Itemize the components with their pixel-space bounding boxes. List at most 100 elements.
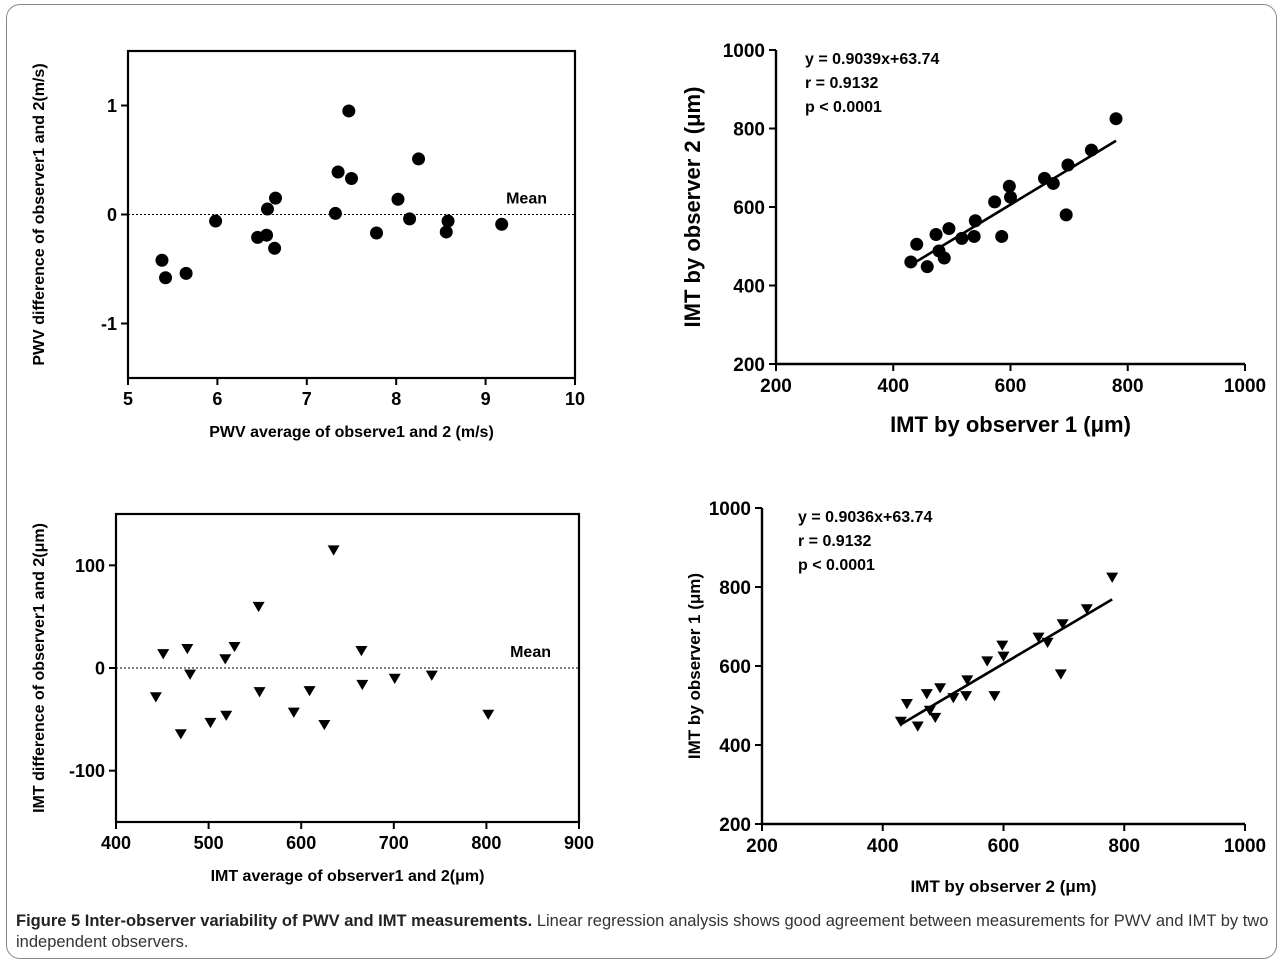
data-point [960, 691, 973, 702]
x-tick-label: 400 [867, 836, 899, 857]
data-point [967, 229, 981, 243]
mean-label: Mean [510, 644, 551, 661]
regression-annotation: p < 0.0001 [798, 557, 875, 574]
y-tick-label: 0 [107, 205, 117, 225]
data-point [911, 721, 924, 732]
data-point [345, 172, 358, 186]
x-tick-label: 800 [471, 833, 501, 853]
regression-annotation: y = 0.9036x+63.74 [798, 509, 932, 526]
chart-imt-regression-observer: 200 400 600 800 1000 200 400 600 800 1000 IMT by o… [680, 41, 1266, 437]
x-tick-label: 200 [746, 836, 778, 857]
x-axis-label: IMT by observer 2 (μm) [910, 877, 1096, 896]
data-point [995, 229, 1009, 243]
data-point [1046, 176, 1060, 190]
x-tick-label: 700 [379, 833, 409, 853]
x-tick-label: 9 [481, 389, 491, 409]
data-point [260, 228, 274, 242]
x-tick-label: 600 [286, 833, 316, 853]
x-tick-label: 400 [101, 833, 131, 853]
data-point [318, 719, 331, 731]
data-point [412, 152, 426, 166]
x-tick-label: 6 [212, 389, 222, 409]
figure-caption: Figure 5 Inter-observer variability of P… [16, 911, 1271, 953]
y-tick-label: 800 [719, 578, 751, 599]
data-point [327, 545, 340, 556]
data-point [179, 266, 193, 280]
data-point [495, 217, 509, 231]
data-point [923, 705, 936, 716]
x-tick-label: 600 [995, 376, 1027, 397]
data-point [228, 641, 241, 653]
data-point [268, 241, 282, 255]
y-tick-label: 600 [719, 657, 751, 678]
data-point [937, 251, 951, 265]
data-point [1002, 179, 1016, 193]
x-axis-label: PWV average of observe1 and 2 (m/s) [209, 424, 494, 441]
x-axis-label: IMT average of observer1 and 2(μm) [211, 868, 485, 885]
data-point [209, 214, 223, 228]
x-tick-label: 5 [123, 389, 133, 409]
data-point [988, 195, 1002, 209]
data-point [996, 640, 1009, 651]
data-point [425, 670, 438, 681]
y-tick-label: 200 [719, 815, 751, 836]
data-point [929, 227, 943, 241]
data-point [204, 717, 217, 729]
y-axis-label: PWV difference of observer1 and 2(m/s) [31, 63, 48, 365]
data-point [934, 683, 947, 694]
data-point [1061, 158, 1075, 172]
regression-annotation: r = 0.9132 [805, 75, 879, 92]
data-point [252, 601, 265, 613]
data-point [328, 206, 342, 220]
x-tick-label: 800 [1108, 836, 1140, 857]
regression-annotation: p < 0.0001 [805, 99, 882, 116]
chart-imt-regression-observer-reverse: 200 400 600 800 1000 200 400 600 800 1000 IMT by o… [685, 499, 1266, 896]
data-point [981, 656, 994, 667]
data-point [439, 225, 453, 239]
regression-annotation: r = 0.9132 [798, 533, 872, 550]
regression-line [900, 598, 1113, 726]
data-point [260, 202, 274, 216]
data-point [904, 255, 918, 269]
data-point [157, 649, 170, 660]
y-tick-label: 1 [107, 96, 117, 116]
data-point [1056, 619, 1069, 630]
plot-frame [126, 49, 577, 380]
data-point [342, 104, 356, 118]
data-point [159, 271, 173, 285]
data-point [149, 692, 162, 703]
y-tick-label: 600 [733, 198, 765, 219]
x-tick-label: 10 [565, 389, 585, 409]
data-point [403, 212, 417, 226]
data-point [331, 165, 345, 179]
data-point [1084, 143, 1098, 157]
data-point [1041, 637, 1054, 648]
y-tick-label: -1 [101, 314, 117, 334]
y-tick-label: 200 [733, 355, 765, 376]
x-tick-label: 1000 [1224, 836, 1266, 857]
y-tick-label: 100 [75, 556, 105, 576]
x-tick-label: 800 [1112, 376, 1144, 397]
data-point [1032, 632, 1045, 643]
y-tick-label: 1000 [723, 41, 765, 62]
data-point [181, 643, 194, 655]
y-axis-label: IMT by observer 1 (μm) [685, 573, 704, 759]
y-tick-label: 800 [733, 119, 765, 140]
data-point [219, 654, 232, 665]
caption-title: Figure 5 Inter-observer variability of P… [16, 912, 533, 930]
data-point [968, 214, 982, 228]
data-point [961, 675, 974, 686]
data-point [910, 237, 924, 251]
data-point [1004, 190, 1017, 204]
data-point [1109, 112, 1123, 126]
data-point [388, 673, 401, 684]
data-point [253, 687, 266, 698]
data-point [997, 651, 1010, 662]
regression-annotation: y = 0.9039x+63.74 [805, 51, 939, 68]
data-point [370, 226, 384, 240]
data-point [303, 686, 316, 697]
data-point [894, 716, 907, 727]
data-point [955, 231, 969, 245]
data-point [1054, 669, 1067, 680]
chart-imt-bland-altman: 400 500 600 700 800 900 -100 0 100 IMT average of… [31, 512, 594, 885]
